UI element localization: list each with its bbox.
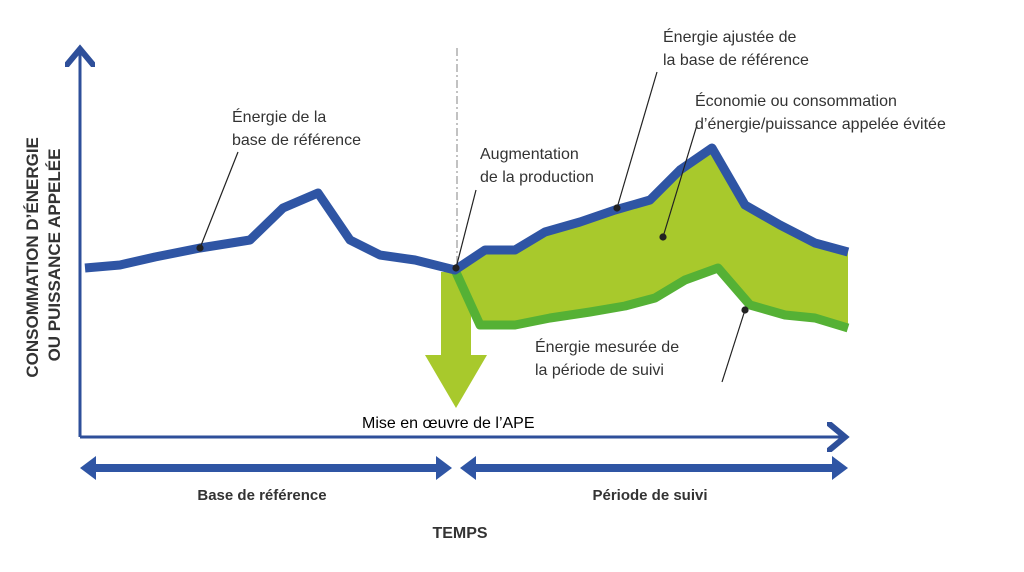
text-line: CONSOMMATION D’ÉNERGIE (23, 137, 42, 378)
text-line: d’énergie/puissance appelée évitée (695, 116, 946, 133)
text-line: Augmentation (480, 146, 579, 163)
text-line: la période de suivi (535, 362, 664, 379)
pointers (196, 71, 749, 383)
period-label: Période de suivi (592, 487, 707, 504)
measured-line (450, 263, 850, 333)
annotation: Énergie ajustée de la base de référence (663, 27, 809, 69)
text-line: Énergie mesurée de (535, 337, 679, 356)
text-line: la base de référence (663, 52, 809, 69)
text-line: OU PUISSANCE APPELÉE (45, 149, 64, 362)
annotation: Économie ou consommation d’énergie/puiss… (695, 91, 946, 133)
text-line: Énergie de la (232, 107, 326, 126)
text-line: Énergie ajustée de (663, 27, 797, 46)
implementation-arrow (425, 272, 487, 408)
annotation: Augmentation de la production (480, 146, 594, 186)
savings-area (455, 148, 848, 328)
implementation-label: Mise en œuvre de l’APE (362, 415, 535, 432)
period-label: Base de référence (197, 487, 326, 504)
annotation: Énergie mesurée de la période de suivi (535, 337, 684, 379)
x-axis-label: TEMPS (432, 525, 487, 542)
baseline-line (84, 143, 850, 275)
y-axis-label: CONSOMMATION D’ÉNERGIE OU PUISSANCE APPE… (23, 132, 64, 377)
period-arrows (80, 456, 848, 480)
text-line: base de référence (232, 132, 361, 149)
text-line: Économie ou consommation (695, 91, 897, 110)
annotation: Énergie de la base de référence (232, 107, 361, 149)
text-line: de la production (480, 169, 594, 186)
